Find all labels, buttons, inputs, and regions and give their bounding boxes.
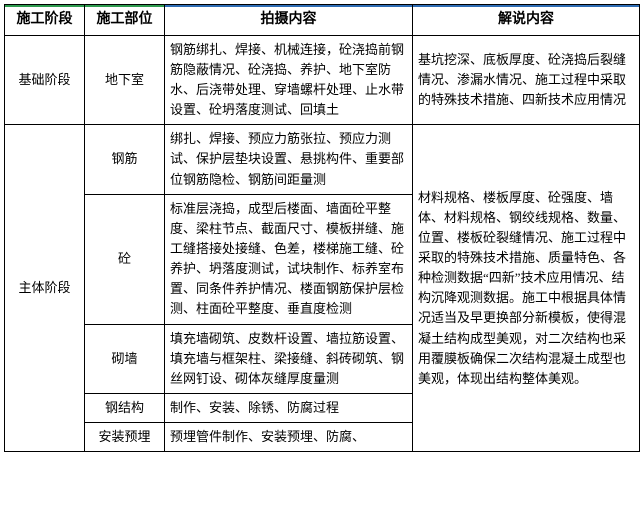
loc-masonry: 砌墙 <box>85 324 165 393</box>
table-row: 主体阶段 钢筋 绑扎、焊接、预应力筋张拉、预应力测试、保护层垫块设置、悬挑构件、… <box>5 125 640 194</box>
shoot-steel: 制作、安装、除锈、防腐过程 <box>165 393 413 422</box>
header-row: 施工阶段 施工部位 拍摄内容 解说内容 <box>5 5 640 36</box>
col-shoot: 拍摄内容 <box>165 5 413 36</box>
col-location: 施工部位 <box>85 5 165 36</box>
narr-main: 材料规格、楼板厚度、砼强度、墙体、材料规格、钢绞线规格、数量、位置、楼板砼裂缝情… <box>413 125 640 452</box>
table-row: 基础阶段 地下室 钢筋绑扎、焊接、机械连接，砼浇捣前钢筋隐蔽情况、砼浇捣、养护、… <box>5 35 640 125</box>
loc-basement: 地下室 <box>85 35 165 125</box>
stage-main: 主体阶段 <box>5 125 85 452</box>
construction-table: 施工阶段 施工部位 拍摄内容 解说内容 基础阶段 地下室 钢筋绑扎、焊接、机械连… <box>4 4 640 452</box>
col-narration: 解说内容 <box>413 5 640 36</box>
shoot-rebar: 绑扎、焊接、预应力筋张拉、预应力测试、保护层垫块设置、悬挑构件、重要部位钢筋隐检… <box>165 125 413 194</box>
loc-concrete: 砼 <box>85 194 165 324</box>
loc-rebar: 钢筋 <box>85 125 165 194</box>
loc-steel: 钢结构 <box>85 393 165 422</box>
shoot-concrete: 标准层浇捣，成型后楼面、墙面砼平整度、梁柱节点、截面尺寸、模板拼缝、施工缝搭接处… <box>165 194 413 324</box>
shoot-embed: 预埋管件制作、安装预埋、防腐、 <box>165 423 413 452</box>
loc-embed: 安装预埋 <box>85 423 165 452</box>
shoot-masonry: 填充墙砌筑、皮数杆设置、墙拉筋设置、填充墙与框架柱、梁接缝、斜砖砌筑、钢丝网钉设… <box>165 324 413 393</box>
col-stage: 施工阶段 <box>5 5 85 36</box>
stage-foundation: 基础阶段 <box>5 35 85 125</box>
shoot-foundation: 钢筋绑扎、焊接、机械连接，砼浇捣前钢筋隐蔽情况、砼浇捣、养护、地下室防水、后浇带… <box>165 35 413 125</box>
narr-foundation: 基坑挖深、底板厚度、砼浇捣后裂缝情况、渗漏水情况、施工过程中采取的特殊技术措施、… <box>413 35 640 125</box>
